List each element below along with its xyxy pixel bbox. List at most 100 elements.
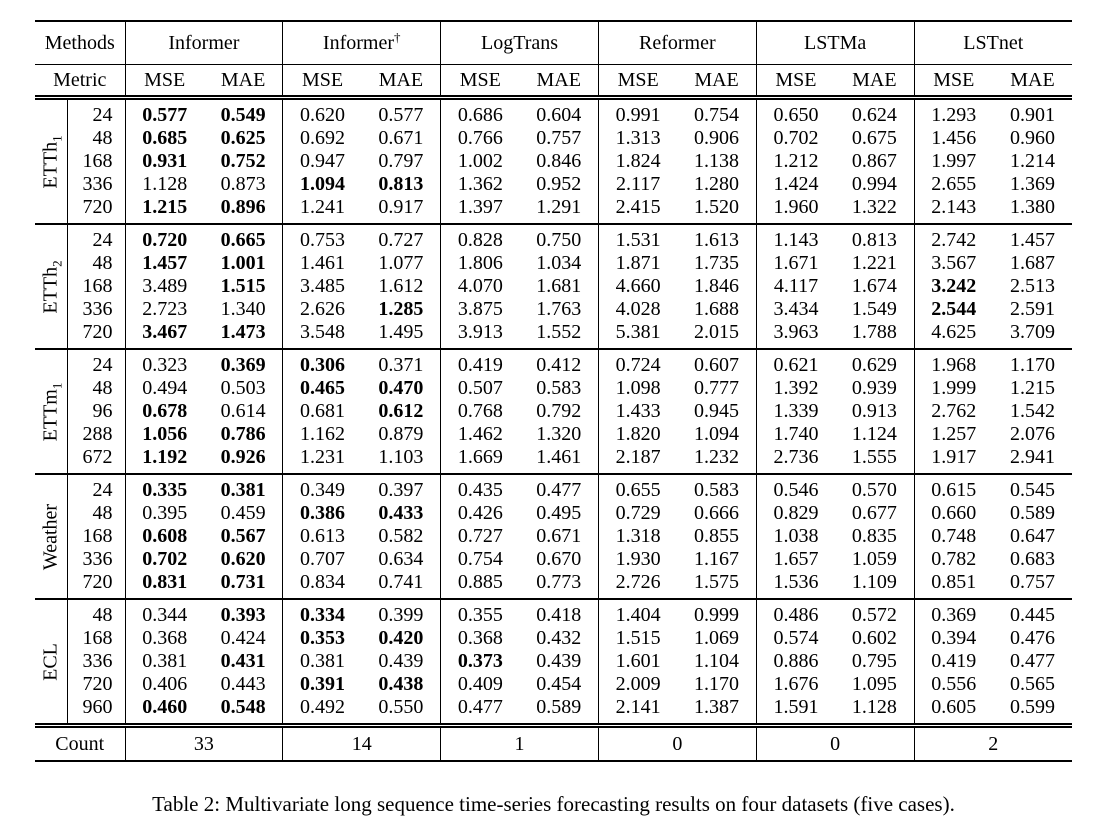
value-cell: 0.952 [536, 173, 582, 195]
table-row: ETTh1 24 0.577 0.549 0.620 0.577 0.686 0.604 0.9… [35, 97, 1072, 188]
table-row: 48 1.457 1.001 1.461 1.077 1.806 1.034 1.871 1.7… [35, 252, 1072, 275]
value-cell: 1.515 [220, 275, 266, 297]
value-cell: 0.503 [220, 377, 266, 399]
value-cell: 2.742 [913, 224, 993, 252]
metric-header: MAE [519, 64, 599, 100]
value-cell: 0.741 [378, 571, 424, 593]
table-row: 720 1.215 0.896 1.241 0.917 1.397 1.291 2.415 1.… [35, 196, 1072, 224]
value-cell: 0.470 [378, 377, 424, 399]
value-cell: 1.077 [378, 252, 424, 274]
value-cell: 2.762 [913, 400, 993, 423]
value-cell: 1.143 [755, 224, 836, 252]
value-cell: 0.349 [282, 474, 362, 502]
horizon-cell: 336 [66, 298, 125, 321]
value-cell: 1.515 [597, 627, 678, 650]
value-cell: 0.702 [124, 548, 204, 571]
value-cell: 0.702 [755, 127, 836, 150]
dataset-block: ETTh1 24 0.577 0.549 0.620 0.577 0.686 0.604 0.9… [35, 97, 1072, 224]
value-cell: 0.465 [282, 377, 362, 400]
horizon-cell: 168 [66, 525, 125, 548]
value-cell: 0.438 [378, 673, 424, 695]
value-cell: 0.477 [440, 696, 520, 726]
value-cell: 1.318 [597, 525, 678, 548]
value-cell: 1.280 [694, 173, 740, 195]
dataset-label-cell: Weather [35, 474, 67, 599]
value-cell: 2.726 [597, 571, 678, 599]
value-cell: 1.549 [851, 298, 897, 320]
value-cell: 0.583 [536, 377, 582, 399]
value-cell: 0.577 [378, 104, 424, 126]
dataset-block: ETTh2 24 0.720 0.665 0.753 0.727 0.828 0.750 1.5… [35, 224, 1072, 349]
value-cell: 0.386 [282, 502, 362, 525]
value-cell: 1.495 [378, 321, 424, 343]
value-cell: 0.851 [913, 571, 993, 599]
value-cell: 0.548 [220, 696, 266, 718]
value-cell: 0.671 [536, 525, 582, 547]
value-cell: 0.867 [851, 150, 897, 172]
value-cell: 1.094 [694, 423, 740, 445]
value-cell: 0.439 [536, 650, 582, 672]
value-cell: 0.492 [282, 696, 362, 726]
value-cell: 4.660 [597, 275, 678, 298]
value-cell: 0.768 [440, 400, 520, 423]
dataset-subscript: 1 [49, 134, 65, 142]
value-cell: 0.570 [851, 479, 897, 501]
value-cell: 0.620 [282, 97, 362, 127]
value-cell: 1.293 [913, 97, 993, 127]
table-row: 720 0.831 0.731 0.834 0.741 0.885 0.773 2.726 1.… [35, 571, 1072, 599]
value-cell: 0.886 [755, 650, 836, 673]
dataset-label-cell: ECL [35, 599, 67, 726]
value-cell: 0.620 [220, 548, 266, 570]
metric-header: MAE [992, 64, 1072, 100]
value-cell: 0.454 [536, 673, 582, 695]
value-cell: 0.604 [536, 104, 582, 126]
value-cell: 0.797 [378, 150, 424, 172]
value-cell: 0.397 [378, 479, 424, 501]
value-cell: 0.829 [755, 502, 836, 525]
value-cell: 1.960 [755, 196, 836, 224]
count-cell: 1 [440, 725, 599, 761]
value-cell: 0.355 [440, 599, 520, 627]
value-cell: 1.192 [124, 446, 204, 474]
value-cell: 0.545 [1009, 479, 1055, 501]
value-cell: 0.681 [282, 400, 362, 423]
value-cell: 1.676 [755, 673, 836, 696]
value-cell: 1.788 [851, 321, 897, 343]
value-cell: 0.629 [851, 354, 897, 376]
value-cell: 4.117 [755, 275, 836, 298]
value-cell: 1.059 [851, 548, 897, 570]
value-cell: 2.736 [755, 446, 836, 474]
value-cell: 0.615 [913, 474, 993, 502]
horizon-cell: 336 [66, 548, 125, 571]
value-cell: 0.707 [282, 548, 362, 571]
value-cell: 0.846 [536, 150, 582, 172]
value-cell: 0.381 [282, 650, 362, 673]
value-cell: 0.729 [597, 502, 678, 525]
dataset-label-cell: ETTh1 [35, 98, 67, 225]
value-cell: 0.426 [440, 502, 520, 525]
dataset-label-cell: ETTh2 [35, 224, 67, 349]
value-cell: 0.443 [220, 673, 266, 695]
value-cell: 1.109 [851, 571, 897, 593]
value-cell: 0.599 [1009, 696, 1055, 718]
value-cell: 1.669 [440, 446, 520, 474]
value-cell: 0.945 [694, 400, 740, 422]
value-cell: 0.602 [851, 627, 897, 649]
value-cell: 0.614 [220, 400, 266, 422]
value-cell: 1.461 [536, 446, 582, 468]
horizon-cell: 168 [66, 627, 125, 650]
value-cell: 0.406 [124, 673, 204, 696]
metric-header: MAE [835, 64, 915, 100]
value-cell: 1.167 [694, 548, 740, 570]
value-cell: 0.412 [536, 354, 582, 376]
count-cell: 33 [124, 725, 283, 761]
value-cell: 0.917 [378, 196, 424, 218]
value-cell: 1.461 [282, 252, 362, 275]
value-cell: 1.340 [220, 298, 266, 320]
value-cell: 1.457 [124, 252, 204, 275]
horizon-cell: 672 [66, 446, 125, 474]
value-cell: 1.681 [536, 275, 582, 297]
value-cell: 0.494 [124, 377, 204, 400]
value-cell: 1.552 [536, 321, 582, 343]
table-row: 336 1.128 0.873 1.094 0.813 1.362 0.952 2.117 1.… [35, 173, 1072, 196]
